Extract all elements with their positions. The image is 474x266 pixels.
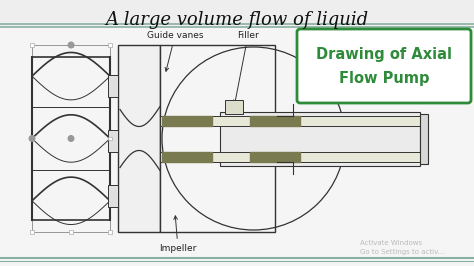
- Bar: [69, 137, 73, 140]
- Bar: [108, 43, 112, 47]
- Text: Impeller: Impeller: [159, 216, 197, 253]
- Bar: [118, 45, 160, 232]
- Bar: [160, 152, 420, 161]
- Circle shape: [68, 42, 74, 48]
- Bar: [108, 137, 112, 140]
- Text: Flow Pump: Flow Pump: [339, 70, 429, 85]
- Circle shape: [68, 136, 74, 141]
- Text: A large volume flow of liquid: A large volume flow of liquid: [105, 11, 369, 29]
- FancyBboxPatch shape: [297, 29, 471, 103]
- Circle shape: [29, 136, 35, 141]
- Bar: [160, 45, 275, 232]
- Bar: [108, 185, 118, 207]
- Bar: [32, 45, 110, 232]
- Bar: [250, 115, 300, 126]
- Bar: [220, 111, 420, 165]
- Bar: [108, 230, 112, 234]
- Bar: [30, 137, 34, 140]
- Bar: [30, 43, 34, 47]
- Bar: [420, 114, 428, 164]
- Text: Guide vanes: Guide vanes: [147, 31, 203, 71]
- Bar: [162, 152, 212, 161]
- Bar: [250, 152, 300, 161]
- Text: Activate Windows: Activate Windows: [360, 240, 422, 246]
- Bar: [162, 115, 212, 126]
- Bar: [69, 43, 73, 47]
- Text: Drawing of Axial: Drawing of Axial: [316, 47, 452, 61]
- Bar: [30, 230, 34, 234]
- Bar: [225, 99, 243, 114]
- Text: Filler: Filler: [234, 31, 259, 104]
- Bar: [108, 130, 118, 152]
- Text: Go to Settings to activ...: Go to Settings to activ...: [360, 249, 445, 255]
- Bar: [108, 75, 118, 97]
- Bar: [69, 230, 73, 234]
- Bar: [160, 115, 420, 126]
